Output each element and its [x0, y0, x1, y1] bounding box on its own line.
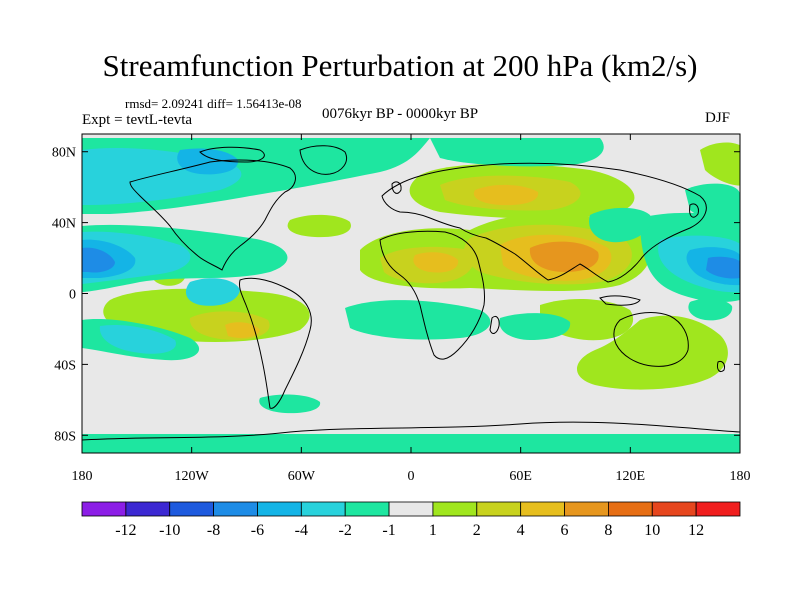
- contour-neg-4: [706, 256, 740, 279]
- contour-neg-1: [430, 138, 604, 167]
- contour-pos-3: [473, 184, 539, 206]
- coastline-indonesia: [599, 295, 641, 306]
- lon-tick-label: 120W: [175, 469, 210, 484]
- colorbar-label: -12: [115, 522, 136, 539]
- colorbar-swatch: [432, 501, 478, 517]
- colorbar-label: -10: [159, 522, 180, 539]
- colorbar-label: -1: [382, 522, 395, 539]
- colorbar-swatch: [388, 501, 434, 517]
- contour-neg-4: [82, 247, 115, 273]
- contour-pos-3: [225, 322, 260, 338]
- colorbar-swatch: [564, 501, 609, 517]
- colorbar-label: -2: [339, 522, 352, 539]
- stats-line: rmsd= 2.09241 diff= 1.56413e-08: [125, 96, 302, 111]
- contour-neg-1: [499, 313, 571, 340]
- coastline-north-america: [129, 159, 296, 271]
- colorbar-label: -6: [251, 522, 264, 539]
- lon-tick-label: 0: [408, 469, 415, 484]
- contour-pos-1: [576, 315, 728, 390]
- contour-neg-2: [99, 324, 176, 354]
- lat-ticks: 80N 40N 0 40S 80S: [52, 146, 740, 444]
- contour-neg-2: [185, 278, 240, 306]
- lat-tick-label: 80N: [52, 146, 76, 161]
- season-label: DJF: [705, 110, 731, 126]
- lon-tick-label: 180: [730, 469, 751, 484]
- contour-neg-1: [82, 434, 740, 453]
- colorbar-label: 2: [473, 522, 481, 539]
- lon-tick-label: 180: [72, 469, 93, 484]
- map-title: Streamfunction Perturbation at 200 hPa (…: [102, 48, 698, 83]
- colorbar-label: 4: [517, 522, 525, 539]
- coastline-new-zealand: [717, 361, 725, 373]
- colorbar-swatch: [213, 501, 258, 517]
- colorbar-swatch: [125, 501, 171, 517]
- coastline-africa: [379, 230, 485, 360]
- colorbar-label: 6: [561, 522, 569, 539]
- coastline-south-america: [239, 277, 312, 409]
- colorbar-label: 12: [688, 522, 704, 539]
- coastline-europe-asia: [381, 162, 707, 283]
- coastline-arctic-islands: [199, 146, 265, 163]
- contour-neg-1: [259, 394, 321, 414]
- lon-tick-label: 60E: [509, 469, 532, 484]
- coastlines: [82, 145, 740, 441]
- lat-tick-label: 40N: [52, 217, 76, 232]
- colorbar-label: -4: [295, 522, 308, 539]
- lon-tick-label: 60W: [288, 469, 316, 484]
- colorbar-label: 1: [429, 522, 437, 539]
- coastline-australia: [613, 312, 689, 367]
- contour-pos-3: [413, 252, 459, 273]
- lon-tick-label: 120E: [616, 469, 646, 484]
- colorbar-swatch: [300, 501, 346, 517]
- colorbar-swatch: [81, 501, 127, 517]
- colorbar-swatch: [695, 501, 741, 517]
- colorbar: -12 -10 -8 -6 -4 -2 -1 1 2 4 6 8 10 12: [81, 501, 741, 539]
- colorbar-label: 10: [644, 522, 660, 539]
- experiment-label: Expt = tevtL-tevta: [82, 112, 193, 128]
- contour-neg-1: [589, 207, 651, 243]
- colorbar-swatch: [651, 501, 697, 517]
- contour-pos-1: [287, 214, 351, 238]
- colorbar-swatch: [520, 501, 565, 517]
- colorbar-swatch: [476, 501, 522, 517]
- contour-neg-1: [688, 298, 733, 321]
- contour-fill-layer: [82, 138, 740, 453]
- colorbar-swatch: [257, 501, 302, 517]
- coastline-uk: [391, 181, 402, 194]
- colorbar-label: 8: [604, 522, 612, 539]
- contour-neg-3: [177, 148, 239, 175]
- lat-tick-label: 80S: [54, 429, 76, 444]
- colorbar-swatch: [169, 501, 215, 517]
- colorbar-swatch: [608, 501, 653, 517]
- colorbar-swatch: [344, 501, 390, 517]
- coastline-greenland: [299, 145, 347, 175]
- coastline-madagascar: [489, 315, 500, 334]
- coastline-antarctica: [82, 421, 740, 441]
- colorbar-label: -8: [207, 522, 220, 539]
- coastline-japan: [689, 203, 699, 218]
- contour-neg-1: [685, 183, 740, 226]
- contour-pos-1: [700, 142, 740, 186]
- contour-neg-1: [345, 300, 491, 340]
- lat-tick-label: 40S: [54, 358, 76, 373]
- lon-ticks: 180 120W 60W 0 60E 120E 180: [72, 134, 751, 484]
- period-label: 0076kyr BP - 0000kyr BP: [322, 106, 479, 122]
- plot-area: 80N 40N 0 40S 80S 180 120W 60W 0 60E 120E 180: [52, 133, 751, 484]
- lat-tick-label: 0: [69, 288, 76, 303]
